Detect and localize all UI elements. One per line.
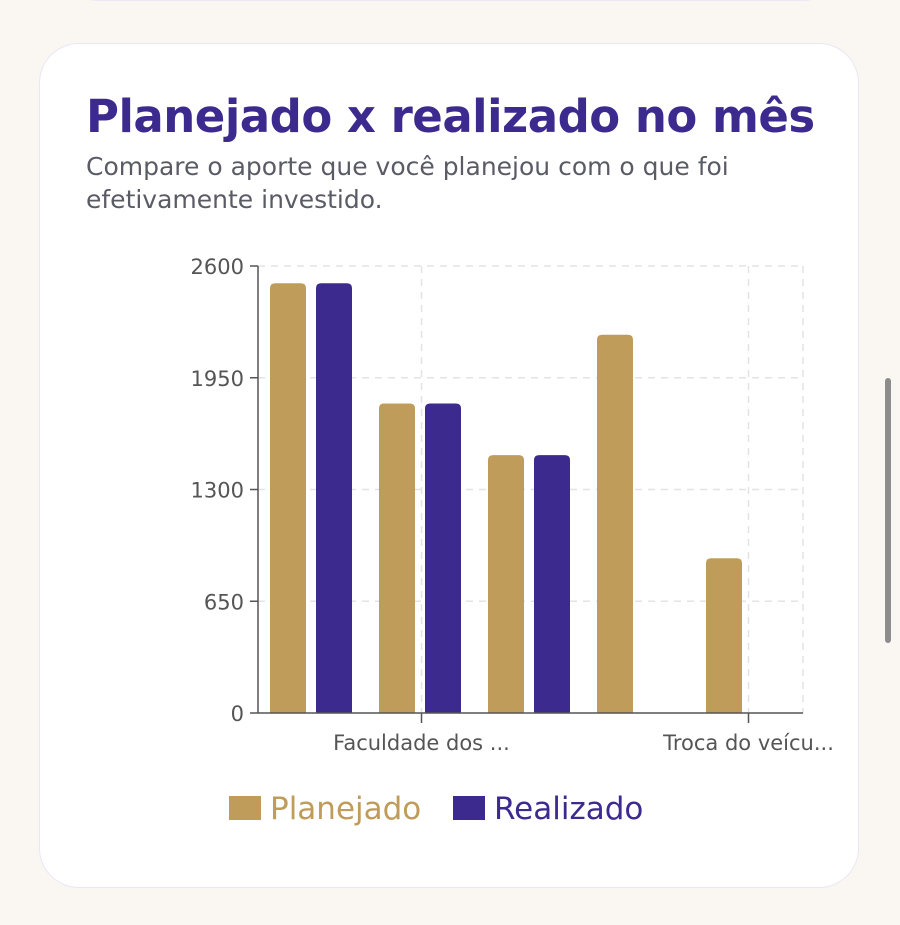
bar-actual-1 xyxy=(316,283,352,713)
legend-label-actual: Realizado xyxy=(494,791,643,827)
legend-swatch-planned xyxy=(229,796,261,820)
x-tick-label: Troca do veícu... xyxy=(662,731,834,755)
bar-planned-4 xyxy=(597,334,633,713)
y-tick-label: 1950 xyxy=(191,367,244,391)
y-tick-label: 650 xyxy=(204,590,244,614)
card-title: Planejado x realizado no mês xyxy=(86,90,815,143)
y-tick-label: 0 xyxy=(231,702,244,726)
y-tick-label: 1300 xyxy=(191,479,244,503)
bar-actual-3 xyxy=(534,455,570,713)
card-subtitle: Compare o aporte que você planejou com o… xyxy=(86,152,729,214)
x-tick-label: Faculdade dos ... xyxy=(333,731,510,755)
bar-planned-2 xyxy=(379,403,415,713)
bar-planned-1 xyxy=(270,283,306,713)
bar-planned-5 xyxy=(706,558,742,713)
planned-vs-actual-card: Planejado x realizado no mês Compare o a… xyxy=(39,43,859,888)
legend-swatch-actual xyxy=(453,796,485,820)
bar-actual-2 xyxy=(425,403,461,713)
scrollbar[interactable] xyxy=(885,378,891,643)
y-tick-label: 2600 xyxy=(191,255,244,279)
legend-label-planned: Planejado xyxy=(270,791,421,827)
bar-planned-3 xyxy=(488,455,524,713)
